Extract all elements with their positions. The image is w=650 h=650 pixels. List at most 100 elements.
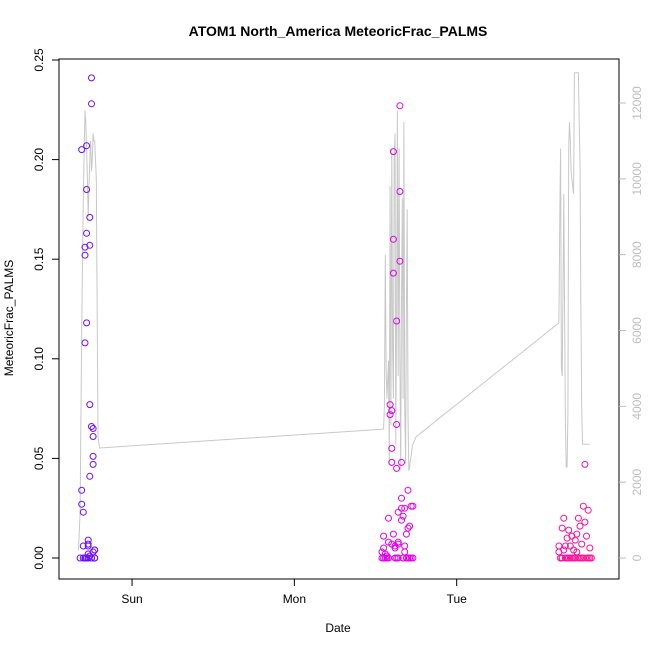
altitude-line-layer: [78, 72, 590, 551]
data-point: [88, 423, 95, 430]
data-point: [389, 148, 397, 156]
data-point: [83, 186, 91, 193]
data-point: [78, 486, 86, 494]
data-point: [88, 74, 95, 82]
data-point: [399, 512, 407, 520]
x-tick-label: Tue: [447, 592, 468, 606]
data-point: [565, 526, 573, 534]
data-point: [388, 407, 396, 415]
data-point: [393, 421, 401, 428]
data-point: [388, 444, 396, 452]
x-tick-label: Sun: [121, 592, 142, 606]
x-axis-label: Date: [325, 621, 351, 635]
axes-layer: Sun Mon Tue 0.00 0.05 0.10 0.15 0.20 0.25 0 2000 40…: [32, 48, 644, 606]
data-point: [86, 213, 94, 221]
data-point: [84, 540, 92, 548]
data-point: [586, 544, 594, 552]
data-point: [579, 502, 587, 510]
data-point: [401, 504, 409, 512]
data-point: [398, 516, 405, 524]
x-tick-label: Mon: [283, 592, 306, 606]
data-point: [380, 544, 388, 552]
data-point: [583, 532, 590, 540]
data-point: [78, 500, 86, 508]
data-point: [561, 542, 569, 550]
y2-tick-label: 0: [630, 554, 644, 561]
y2-tick-label: 6000: [630, 317, 644, 344]
data-point: [587, 554, 595, 562]
data-point: [574, 514, 582, 522]
data-point: [584, 506, 592, 514]
data-point: [79, 508, 87, 516]
data-point: [560, 514, 568, 522]
plot-frame: [58, 58, 620, 580]
data-point: [558, 524, 566, 532]
data-point: [81, 243, 89, 251]
data-point: [91, 554, 99, 562]
y2-tick-label: 8000: [630, 241, 644, 268]
data-point: [91, 546, 99, 554]
data-point: [393, 464, 401, 472]
y-tick-label: 0.10: [32, 347, 46, 371]
plot-area: [58, 58, 620, 580]
data-point: [409, 554, 417, 562]
data-point: [89, 460, 97, 468]
data-point: [401, 548, 409, 556]
chart-title: ATOM1 North_America MeteoricFrac_PALMS: [189, 23, 488, 39]
data-point: [83, 319, 91, 327]
y2-tick-label: 10000: [630, 162, 644, 196]
scatter-points-layer: [76, 74, 595, 562]
y-tick-label: 0.20: [32, 148, 46, 172]
data-point: [404, 486, 412, 494]
data-point: [88, 100, 95, 108]
data-point: [409, 502, 417, 510]
data-point: [398, 494, 405, 502]
y-tick-label: 0.25: [32, 48, 46, 72]
data-point: [389, 269, 397, 277]
data-point: [388, 458, 396, 466]
data-point: [385, 514, 392, 522]
data-point: [573, 530, 581, 538]
data-point: [83, 229, 91, 237]
data-point: [581, 460, 589, 468]
data-point: [81, 339, 89, 347]
data-point: [386, 401, 394, 409]
data-point: [81, 251, 89, 259]
data-point: [389, 235, 397, 243]
data-point: [86, 401, 94, 409]
data-point: [89, 425, 97, 432]
y-tick-label: 0.05: [32, 446, 46, 470]
y2-tick-label: 12000: [630, 86, 644, 120]
data-point: [389, 530, 397, 538]
data-point: [576, 522, 584, 530]
data-point: [86, 472, 94, 480]
data-point: [86, 241, 94, 249]
data-point: [396, 257, 404, 265]
data-point: [398, 504, 405, 512]
data-point: [578, 540, 586, 548]
data-point: [89, 433, 97, 440]
data-point: [404, 524, 412, 532]
data-point: [386, 411, 394, 419]
data-point: [78, 146, 86, 154]
data-point: [394, 540, 402, 548]
data-point: [394, 538, 402, 546]
y-tick-label: 0.15: [32, 247, 46, 271]
y2-tick-label: 4000: [630, 393, 644, 420]
data-point: [84, 542, 92, 550]
data-point: [89, 452, 97, 460]
data-point: [396, 188, 404, 195]
data-point: [394, 554, 402, 562]
data-point: [406, 522, 414, 530]
data-point: [398, 458, 405, 466]
y2-tick-label: 2000: [630, 468, 644, 495]
data-point: [83, 142, 91, 150]
data-point: [383, 552, 391, 560]
data-point: [401, 542, 409, 550]
y-tick-label: 0.00: [32, 546, 46, 570]
altitude-line: [78, 72, 590, 551]
data-point: [581, 518, 589, 526]
data-point: [393, 317, 401, 325]
data-point: [402, 530, 410, 538]
